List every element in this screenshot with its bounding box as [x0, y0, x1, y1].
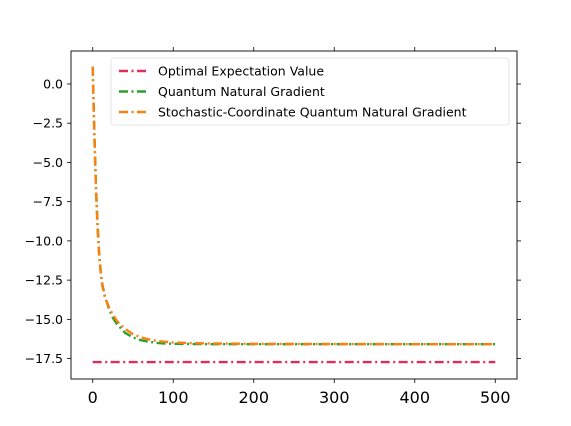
series-line-stochastic-coordinate-quantum-natural-gradient	[91, 66, 496, 346]
plot-frame	[70, 50, 518, 380]
legend-label: Quantum Natural Gradient	[158, 84, 325, 99]
ticks-layer: 0 100 200 300 400 500 0.0 −2.5 −5.0 −7.5 −10.0 −12.…	[25, 47, 521, 407]
x-tick-label: 200	[238, 388, 269, 407]
x-tick-label: 400	[399, 388, 430, 407]
x-tick-label: 300	[319, 388, 350, 407]
y-tick-label: −5.0	[33, 155, 63, 170]
y-tick-label: −2.5	[33, 116, 63, 131]
y-tick-label: −17.5	[25, 351, 63, 366]
x-tick-label: 100	[158, 388, 189, 407]
legend-label: Optimal Expectation Value	[158, 64, 324, 79]
y-tick-label: −12.5	[25, 273, 63, 288]
x-tick-label: 0	[88, 388, 98, 407]
y-tick-label: −15.0	[25, 312, 63, 327]
x-tick-label: 500	[480, 388, 511, 407]
legend-label: Stochastic-Coordinate Quantum Natural Gr…	[158, 105, 467, 120]
series-layer	[91, 66, 496, 364]
legend-box	[110, 57, 510, 126]
legend: Optimal Expectation Value Quantum Natural…	[110, 57, 510, 126]
y-tick-label: −10.0	[25, 233, 63, 248]
y-tick-label: 0.0	[43, 76, 63, 91]
y-tick-label: −7.5	[33, 194, 63, 209]
